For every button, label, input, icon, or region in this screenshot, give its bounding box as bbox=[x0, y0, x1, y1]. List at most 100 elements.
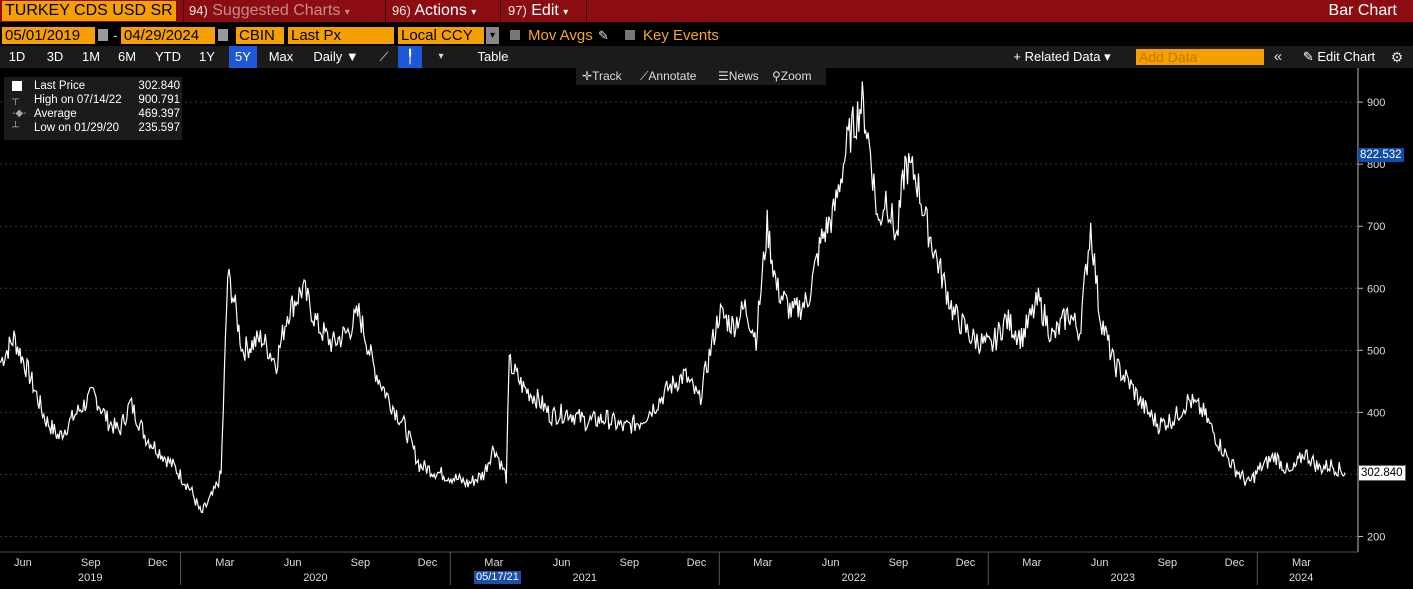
x-month-label: Jun bbox=[553, 557, 571, 569]
collapse-icon[interactable]: « bbox=[1273, 48, 1283, 65]
currency-selector[interactable]: Local CCY bbox=[398, 27, 484, 44]
y-tick-label: 900 bbox=[1367, 97, 1385, 109]
x-month-label: Mar bbox=[484, 557, 503, 569]
range-3d-button[interactable]: 3D bbox=[46, 49, 64, 64]
y-tick-label: 800 bbox=[1367, 159, 1385, 171]
menu-label: Suggested Charts bbox=[212, 2, 341, 19]
range-1y-button[interactable]: 1Y bbox=[199, 49, 215, 64]
legend-label: Average bbox=[34, 108, 77, 120]
zoom-tool[interactable]: ⚲ Zoom bbox=[772, 69, 812, 83]
legend-low: ┴ Low on 01/29/20 235.597 bbox=[4, 121, 182, 135]
legend-high: ┬ High on 07/14/22 900.791 bbox=[4, 93, 182, 107]
chevron-down-icon: ▾ bbox=[344, 7, 350, 18]
x-month-label: Jun bbox=[1091, 557, 1109, 569]
menu-separator bbox=[183, 0, 184, 22]
edit-chart-label: Edit Chart bbox=[1317, 49, 1376, 64]
track-label: Track bbox=[592, 69, 622, 83]
y-tick-label: 500 bbox=[1367, 345, 1385, 357]
key-events-checkbox[interactable] bbox=[625, 30, 635, 40]
calendar-icon[interactable] bbox=[98, 29, 108, 41]
x-month-label: Dec bbox=[687, 557, 707, 569]
line-chart-icon[interactable]: ⟋ bbox=[379, 49, 389, 64]
range-ytd-button[interactable]: YTD bbox=[155, 49, 181, 64]
legend-value: 235.597 bbox=[138, 122, 180, 134]
y-tick-label: 600 bbox=[1367, 283, 1385, 295]
chevron-down-icon: ▾ bbox=[471, 7, 477, 18]
gear-icon[interactable]: ⚙ bbox=[1390, 49, 1404, 65]
related-data-button[interactable]: + Related Data ▾ bbox=[1013, 49, 1111, 64]
last-price-tag: 302.840 bbox=[1358, 465, 1406, 481]
pencil-icon: ✎ bbox=[1302, 49, 1314, 64]
source-field[interactable]: CBIN bbox=[236, 27, 284, 44]
x-month-label: Dec bbox=[1225, 557, 1245, 569]
edit-menu[interactable]: 97) Edit ▾ bbox=[508, 0, 568, 22]
x-month-label: Jun bbox=[822, 557, 840, 569]
grid-lines bbox=[0, 101, 1358, 537]
menu-separator bbox=[500, 0, 501, 22]
chevron-down-icon: ▾ bbox=[563, 7, 569, 18]
menu-number: 97) bbox=[508, 3, 527, 18]
calendar-icon[interactable] bbox=[218, 29, 228, 41]
low-marker-icon: ┴ bbox=[12, 122, 20, 133]
x-year-label: 2023 bbox=[1111, 572, 1135, 584]
annotate-label: Annotate bbox=[648, 69, 697, 83]
security-ticker[interactable]: TURKEY CDS USD SR bbox=[2, 1, 176, 21]
range-5y-button[interactable]: 5Y bbox=[229, 46, 257, 68]
table-button[interactable]: Table bbox=[477, 49, 509, 64]
y-tick-label: 400 bbox=[1367, 407, 1385, 419]
chart-type-title: Bar Chart bbox=[1328, 2, 1397, 19]
annotate-tool[interactable]: ⟋ Annotate bbox=[640, 69, 697, 83]
field-selector[interactable]: Last Px bbox=[288, 27, 394, 44]
range-6m-button[interactable]: 6M bbox=[117, 49, 137, 64]
x-month-label: Jun bbox=[284, 557, 302, 569]
cursor-date-label: 05/17/21 bbox=[474, 571, 521, 584]
menu-separator bbox=[385, 0, 386, 22]
plot-background bbox=[0, 68, 1413, 589]
x-month-label: Sep bbox=[351, 557, 371, 569]
legend-label: Last Price bbox=[34, 80, 86, 92]
legend-average: -◆- Average 469.397 bbox=[4, 107, 182, 121]
legend-value: 302.840 bbox=[138, 80, 180, 92]
add-data-input[interactable]: Add Data bbox=[1136, 49, 1264, 65]
actions-menu[interactable]: 96) Actions ▾ bbox=[392, 0, 476, 22]
chevron-down-icon[interactable]: ▾ bbox=[438, 51, 444, 62]
bar-chart-icon[interactable]: ╿ bbox=[398, 46, 422, 68]
x-month-label: Sep bbox=[620, 557, 640, 569]
x-month-label: Sep bbox=[889, 557, 909, 569]
range-1m-button[interactable]: 1M bbox=[81, 49, 101, 64]
pencil-icon[interactable]: ✎ bbox=[598, 28, 609, 43]
range-1d-button[interactable]: 1D bbox=[8, 49, 26, 64]
x-month-label: Dec bbox=[956, 557, 976, 569]
x-month-label: Sep bbox=[81, 557, 101, 569]
legend-label: Low on 01/29/20 bbox=[34, 122, 120, 134]
news-tool[interactable]: ☰ News bbox=[718, 69, 759, 83]
legend-box: Last Price 302.840 ┬ High on 07/14/22 90… bbox=[4, 77, 182, 140]
high-marker-icon: ┬ bbox=[12, 94, 20, 105]
menu-label: Edit bbox=[531, 2, 559, 19]
range-max-button[interactable]: Max bbox=[268, 49, 294, 64]
legend-value: 469.397 bbox=[138, 108, 180, 120]
x-month-label: Jun bbox=[14, 557, 32, 569]
menu-number: 96) bbox=[392, 3, 411, 18]
suggested-charts-menu[interactable]: 94) Suggested Charts ▾ bbox=[189, 0, 350, 22]
mov-avgs-label[interactable]: Mov Avgs bbox=[528, 27, 593, 44]
start-date-field[interactable]: 05/01/2019 bbox=[2, 27, 95, 44]
last-price-swatch-icon bbox=[12, 81, 22, 91]
end-date-field[interactable]: 04/29/2024 bbox=[121, 27, 215, 44]
x-year-label: 2021 bbox=[573, 572, 597, 584]
key-events-label[interactable]: Key Events bbox=[643, 27, 719, 44]
menu-separator bbox=[586, 0, 587, 22]
average-marker-icon: -◆- bbox=[12, 108, 27, 119]
chevron-down-icon[interactable]: ▾ bbox=[486, 27, 499, 44]
zoom-label: Zoom bbox=[780, 69, 812, 83]
mov-avgs-checkbox[interactable] bbox=[510, 30, 520, 40]
x-year-label: 2022 bbox=[842, 572, 866, 584]
legend-label: High on 07/14/22 bbox=[34, 94, 122, 106]
track-tool[interactable]: ✛ Track bbox=[582, 69, 622, 83]
chart-tools: ✛ Track ⟋ Annotate ☰ News ⚲ Zoom bbox=[576, 67, 826, 85]
legend-last-price: Last Price 302.840 bbox=[4, 79, 182, 93]
cds-price-line bbox=[0, 81, 1346, 514]
frequency-selector[interactable]: Daily ▼ bbox=[313, 49, 359, 64]
edit-chart-button[interactable]: ✎ Edit Chart bbox=[1293, 46, 1385, 68]
